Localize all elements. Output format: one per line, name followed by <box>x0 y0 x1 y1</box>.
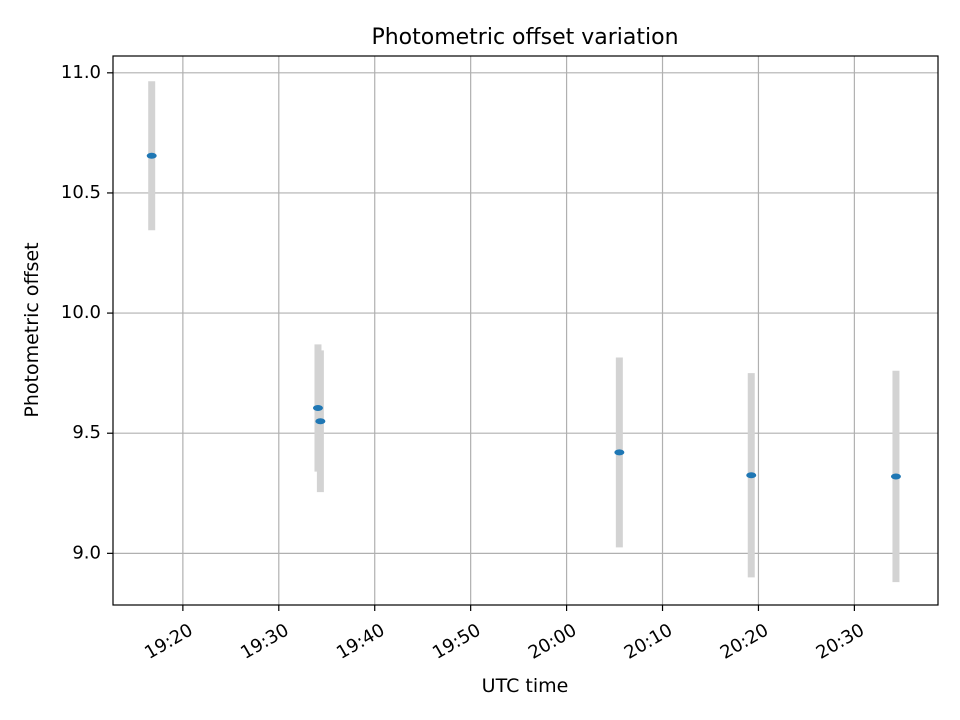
data-point <box>315 418 326 425</box>
axis-ticks: 19:20 19:30 19:40 19:50 20:00 20:10 20:20 20:30… <box>61 62 868 664</box>
x-tick-label: 19:20 <box>141 620 196 664</box>
data-point <box>890 473 901 480</box>
error-bars <box>148 81 900 583</box>
y-tick-label: 10.0 <box>61 302 101 323</box>
data-point <box>614 449 625 456</box>
y-tick-label: 9.0 <box>72 542 101 563</box>
y-tick-label: 11.0 <box>61 62 101 83</box>
y-tick-label: 9.5 <box>72 422 101 443</box>
x-tick-label: 20:20 <box>717 620 772 664</box>
grid <box>113 56 938 605</box>
y-tick-label: 10.5 <box>61 182 101 203</box>
x-axis-label: UTC time <box>482 675 569 697</box>
x-tick-label: 19:30 <box>237 620 292 664</box>
data-points <box>146 152 901 480</box>
x-tick-label: 19:40 <box>333 620 388 664</box>
data-point <box>146 152 157 159</box>
x-tick-label: 19:50 <box>429 620 484 664</box>
y-axis-label: Photometric offset <box>21 242 43 417</box>
data-point <box>746 472 757 479</box>
x-tick-label: 20:00 <box>525 620 580 664</box>
data-point <box>312 404 323 411</box>
x-tick-label: 20:30 <box>813 620 868 664</box>
chart-title: Photometric offset variation <box>371 25 678 50</box>
plot-frame <box>112 55 939 606</box>
x-tick-label: 20:10 <box>621 620 676 664</box>
